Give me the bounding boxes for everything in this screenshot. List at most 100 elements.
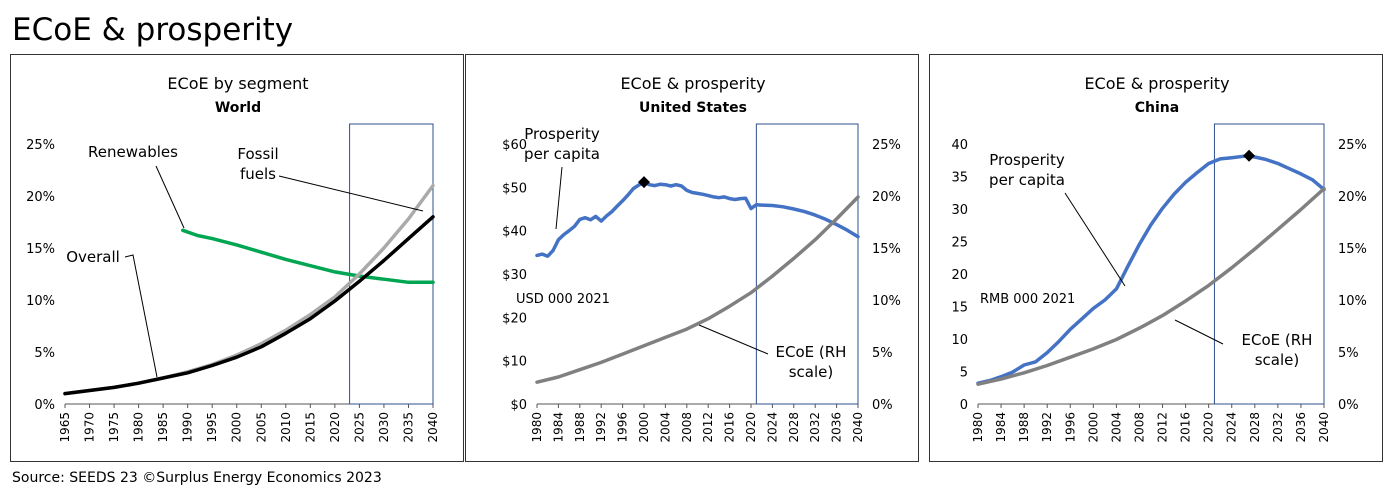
x-tick-label: 2012 [701, 412, 715, 443]
chart-subtitle: China [1135, 100, 1179, 116]
label-leader [124, 254, 158, 378]
x-tick-label: 1984 [551, 412, 565, 443]
y-tick-label: 20% [26, 190, 55, 205]
x-tick-label: 1980 [530, 412, 544, 443]
series-line [976, 186, 1326, 386]
x-tick-label: 2024 [1225, 412, 1239, 443]
peak-marker [638, 176, 650, 189]
y-tick-label: 20 [951, 268, 968, 283]
x-tick-label: 1980 [971, 412, 985, 443]
label-leader [555, 166, 563, 230]
x-tick-label: 2008 [1132, 412, 1146, 443]
x-tick-label: 2024 [765, 412, 779, 443]
label-leader [1174, 319, 1224, 345]
chart-panel-world: ECoE by segment World 0% 5% 10% 15% 20% 25% 1965… [10, 54, 464, 462]
x-tick-label: 2020 [744, 412, 758, 443]
page-title: ECoE & prosperity [12, 12, 294, 48]
y-tick-label: 5% [34, 346, 55, 361]
x-tick-label: 2040 [851, 412, 865, 443]
y2-tick-label: 20% [1338, 190, 1367, 205]
series-label: Overall [66, 248, 120, 266]
x-tick-label: 1975 [107, 412, 121, 443]
y-tick-label: 10 [951, 333, 968, 348]
x-tick-label: 2040 [1317, 412, 1331, 443]
chart-panel-china: ECoE & prosperity China 0 5 10 15 20 25 30 35 40 0%… [929, 54, 1383, 462]
x-tick-label: 2032 [808, 412, 822, 443]
y-tick-label: $50 [502, 181, 527, 196]
x-tick-label: 2015 [303, 412, 317, 443]
y2-tick-label: 5% [872, 346, 893, 361]
x-tick-label: 2005 [254, 412, 268, 443]
x-tick-label: 1970 [83, 412, 97, 443]
y-tick-label: $30 [502, 268, 527, 283]
y-tick-label: 0% [34, 398, 55, 413]
series-label: Renewables [88, 143, 178, 161]
label-leader [278, 175, 424, 212]
x-tick-label: 2020 [1202, 412, 1216, 443]
x-tick-label: 2040 [426, 412, 440, 443]
chart-subtitle: United States [639, 100, 747, 116]
x-tick-label: 2025 [352, 412, 366, 443]
x-tick-label: 1980 [132, 412, 146, 443]
chart-title: ECoE & prosperity [1084, 74, 1229, 93]
y-tick-label: 25 [951, 236, 968, 251]
x-tick-label: 2016 [723, 412, 737, 443]
y2-tick-label: 5% [1338, 346, 1359, 361]
y-unit-label: RMB 000 2021 [980, 292, 1075, 307]
series-line [181, 228, 435, 285]
series-line [63, 215, 435, 396]
projection-box [349, 123, 434, 405]
x-tick-label: 2008 [680, 412, 694, 443]
x-tick-label: 1996 [616, 412, 630, 443]
y-tick-label: 0 [960, 398, 968, 413]
series-label: scale) [789, 363, 834, 381]
x-tick-label: 1984 [994, 412, 1008, 443]
chart-title: ECoE & prosperity [620, 74, 765, 93]
y-tick-label: 40 [951, 138, 968, 153]
x-tick-label: 2036 [1294, 412, 1308, 443]
series-line [63, 183, 435, 396]
y-tick-label: $0 [510, 398, 527, 413]
x-tick-label: 1988 [1017, 412, 1031, 443]
series-label: ECoE (RH [1242, 331, 1313, 349]
series-line [535, 180, 860, 258]
projection-box [1213, 123, 1325, 405]
x-tick-label: 1992 [1040, 412, 1054, 443]
y2-tick-label: 10% [872, 294, 901, 309]
y-tick-label: 30 [951, 203, 968, 218]
x-tick-label: 2016 [1179, 412, 1193, 443]
source-note: Source: SEEDS 23 ©Surplus Energy Economi… [12, 470, 382, 486]
x-tick-label: 2030 [377, 412, 391, 443]
y2-tick-label: 0% [872, 398, 893, 413]
series-line [976, 153, 1326, 385]
x-tick-label: 2010 [279, 412, 293, 443]
projection-box [755, 123, 859, 405]
chart-united-states: ECoE & prosperity United States $0 $10 $20 $3… [502, 74, 901, 443]
y-tick-label: 35 [951, 171, 968, 186]
y-tick-label: $40 [502, 225, 527, 240]
y-tick-label: 10% [26, 294, 55, 309]
y-tick-label: 15 [951, 301, 968, 316]
y-tick-label: $60 [502, 138, 527, 153]
label-leader [1064, 192, 1126, 287]
y2-tick-label: 20% [872, 190, 901, 205]
y-tick-label: 15% [26, 242, 55, 257]
x-tick-label: 2004 [658, 412, 672, 443]
series-label: per capita [989, 171, 1065, 189]
x-tick-label: 1995 [205, 412, 219, 443]
x-tick-label: 1985 [156, 412, 170, 443]
y-tick-label: 5 [960, 366, 968, 381]
x-tick-label: 1988 [573, 412, 587, 443]
series-label: ECoE (RH [776, 343, 847, 361]
y2-tick-label: 25% [1338, 138, 1367, 153]
y-tick-label: $10 [502, 355, 527, 370]
x-tick-label: 2032 [1271, 412, 1285, 443]
x-tick-label: 1965 [58, 412, 72, 443]
series-line [535, 195, 860, 384]
y2-tick-label: 15% [1338, 242, 1367, 257]
label-leader [698, 324, 769, 355]
chart-title: ECoE by segment [167, 74, 308, 93]
chart-panel-united-states: ECoE & prosperity United States $0 $10 $20 $3… [465, 54, 919, 462]
series-label: per capita [524, 145, 600, 163]
x-tick-label: 2000 [1086, 412, 1100, 443]
